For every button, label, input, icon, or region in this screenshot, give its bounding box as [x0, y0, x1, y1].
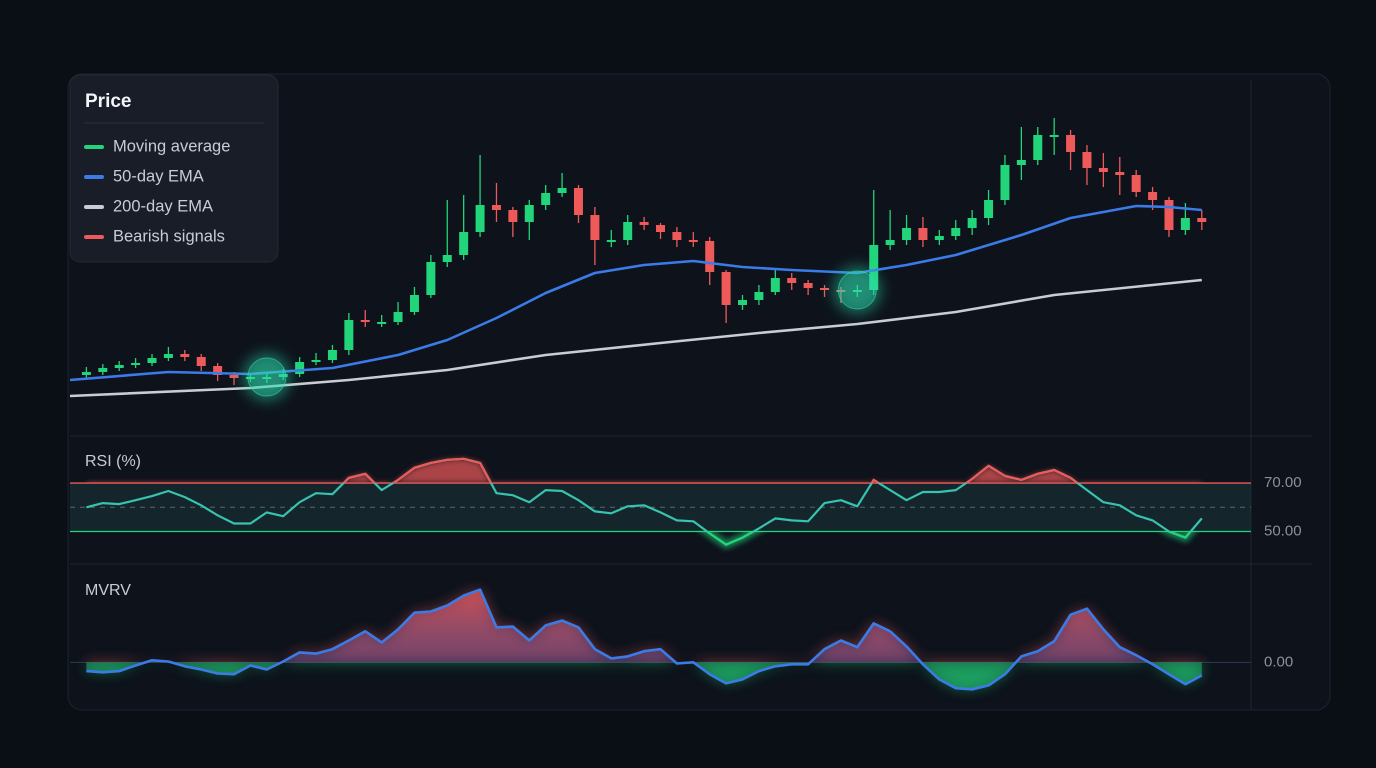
- candle-body: [196, 357, 206, 366]
- candle-body: [688, 240, 698, 242]
- candle-body: [803, 283, 813, 288]
- panel-title: MVRV: [85, 582, 131, 599]
- mvrv-area-up: [145, 589, 1150, 663]
- candle-body: [573, 188, 583, 215]
- candle-body: [770, 278, 780, 292]
- mvrv-area-down: [86, 662, 1202, 690]
- candle-body: [114, 365, 124, 368]
- legend-label: Moving average: [113, 137, 230, 155]
- candle-body: [344, 320, 354, 350]
- candle-body: [639, 222, 649, 225]
- y-tick-label: 0.00: [1264, 653, 1293, 670]
- candle-body: [393, 312, 403, 322]
- candle-body: [1180, 218, 1190, 230]
- candle-body: [934, 236, 944, 240]
- candle-body: [918, 228, 928, 240]
- candle-body: [81, 372, 91, 375]
- candle-body: [180, 354, 190, 357]
- candle-body: [885, 240, 895, 245]
- overbought-line: [342, 457, 1080, 484]
- candle-body: [967, 218, 977, 228]
- candle-body: [705, 241, 715, 272]
- candle-body: [426, 262, 436, 295]
- plot-layer: 50.00 70.00 0.00: [69, 118, 1302, 691]
- candle-body: [1000, 165, 1010, 200]
- candle-body: [541, 193, 551, 205]
- candle-body: [557, 188, 567, 193]
- y-tick-label: 70.00: [1264, 474, 1302, 491]
- legend-label: 200-day EMA: [113, 197, 213, 215]
- candle-body: [229, 375, 239, 378]
- candle-body: [475, 205, 485, 232]
- candle-body: [131, 363, 141, 365]
- candle-body: [590, 215, 600, 240]
- candle-body: [1197, 218, 1207, 222]
- candle-body: [820, 288, 830, 290]
- signal-glow: [833, 266, 882, 314]
- candle-body: [951, 228, 961, 236]
- legend: Price Moving average 50-day EMA 200-day EM…: [69, 74, 279, 263]
- y-tick-label: 50.00: [1264, 522, 1302, 539]
- candle-body: [738, 300, 748, 305]
- candle-body: [1148, 192, 1158, 200]
- candle-body: [754, 292, 764, 300]
- candle-body: [672, 232, 682, 240]
- legend-label: Bearish signals: [113, 227, 225, 245]
- candle-body: [311, 360, 321, 362]
- candle-body: [409, 295, 419, 312]
- candle-body: [327, 350, 337, 360]
- candle-body: [1082, 152, 1092, 168]
- candle-body: [1016, 160, 1026, 165]
- card: [67, 73, 1331, 711]
- candle-body: [163, 354, 173, 358]
- candle-body: [787, 278, 797, 283]
- candle-body: [721, 272, 731, 305]
- overbought-glow: [86, 458, 1202, 484]
- candle-body: [984, 200, 994, 218]
- signal-glow: [242, 353, 291, 401]
- candle-body: [147, 358, 157, 363]
- candle-body: [869, 245, 879, 290]
- ema-line: [69, 278, 1202, 398]
- panel-title: Price: [85, 91, 131, 112]
- candle-body: [1033, 135, 1043, 160]
- mvrv-line: [86, 588, 1203, 691]
- candle-body: [656, 225, 665, 232]
- candle-body: [213, 366, 223, 375]
- candle-body: [508, 210, 518, 222]
- candle-body: [377, 322, 387, 324]
- candle-body: [1164, 200, 1174, 230]
- candle-body: [360, 320, 370, 322]
- candle-body: [606, 240, 616, 242]
- candle-body: [1115, 172, 1125, 175]
- signal-marker: [837, 270, 877, 310]
- candle-body: [459, 232, 469, 255]
- ema-line: [69, 204, 1202, 382]
- legend-box: [69, 74, 279, 263]
- candle-body: [902, 228, 912, 240]
- candle-body: [623, 222, 633, 240]
- legend-label: 50-day EMA: [113, 167, 204, 185]
- candle-body: [442, 255, 452, 262]
- candle-body: [1066, 135, 1076, 152]
- candle-body: [1098, 168, 1108, 172]
- candle-body: [1049, 135, 1059, 137]
- candle-body: [491, 205, 501, 210]
- signal-marker: [247, 357, 287, 397]
- candle-body: [1131, 175, 1141, 192]
- candle-body: [98, 368, 108, 372]
- candle-body: [295, 362, 305, 374]
- candle-body: [524, 205, 534, 222]
- panel-title: RSI (%): [85, 453, 141, 470]
